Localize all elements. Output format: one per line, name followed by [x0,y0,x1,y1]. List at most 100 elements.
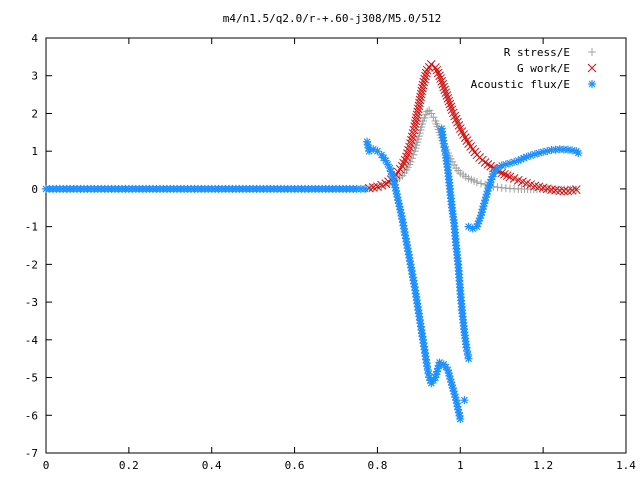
data-point [454,405,463,414]
data-point [455,411,464,420]
x-tick-label: 1 [457,459,464,472]
data-point [441,147,450,156]
data-point [451,393,460,402]
data-point [464,354,473,363]
data-point [364,144,373,153]
data-point [472,222,481,231]
data-point [432,65,442,75]
data-point [369,145,378,154]
data-point [433,68,443,78]
x-tick-label: 1.2 [533,459,553,472]
x-tick-label: 1.4 [616,459,636,472]
y-tick-label: -1 [25,221,38,234]
data-point [502,171,512,180]
data-point [431,63,440,72]
data-point [423,362,432,371]
data-point [480,158,490,167]
data-point [468,224,477,233]
data-point [473,219,482,228]
data-point [452,396,461,405]
data-point [477,211,485,220]
data-point [408,129,418,138]
data-point [522,152,531,161]
data-point [396,205,405,214]
data-point [373,183,382,192]
chart-title: m4/n1.5/q2.0/r-+.60-j308/M5.0/512 [223,12,442,25]
data-point [423,107,432,116]
legend-marker [588,80,596,88]
data-point [445,372,454,381]
data-point [392,186,401,195]
data-point [447,378,456,387]
data-point [381,156,390,165]
legend-marker-glyph [588,80,596,88]
legend-marker [587,63,597,73]
data-point [485,181,494,190]
y-tick-label: -2 [25,258,38,271]
data-point [481,193,490,202]
data-point [394,199,403,208]
x-tick-label: 0.4 [202,459,222,472]
data-point [517,155,526,164]
data-point [373,147,382,156]
data-point [427,109,436,118]
data-point [454,408,463,417]
data-point [453,117,462,127]
data-point [396,208,405,217]
data-point [437,77,446,86]
data-point [418,83,427,93]
data-point [429,113,438,122]
data-point [555,186,565,196]
data-point [510,157,519,166]
data-point [514,156,523,165]
data-point [464,222,473,231]
data-point [403,149,412,158]
data-point [390,180,399,189]
data-point [559,186,569,196]
chart-marks [42,60,583,424]
legend-label: R stress/E [504,46,570,59]
y-tick-label: -6 [25,409,38,422]
data-point [487,175,496,184]
data-point [559,145,568,154]
data-point [397,211,406,220]
data-point [390,177,398,186]
data-point [423,366,432,374]
data-point [448,384,457,393]
data-point [406,157,415,166]
data-point [395,202,404,211]
data-point [497,161,506,170]
data-point [407,154,416,163]
data-point [568,146,577,155]
data-point [555,145,564,154]
data-point [433,364,442,373]
data-point [438,79,448,89]
data-point [431,373,440,382]
data-point [481,196,490,205]
data-point [483,160,493,169]
plot-frame [45,37,627,454]
data-point [439,139,448,148]
data-point [526,151,535,160]
y-tick-label: 2 [31,107,38,120]
data-point [388,174,397,183]
data-point [530,150,539,159]
data-point [460,396,469,405]
data-point [454,121,464,130]
data-point [424,369,433,378]
data-point [480,199,489,208]
data-point [418,80,428,90]
data-point [479,202,488,211]
data-point [535,149,543,158]
y-tick-label: 0 [31,183,38,196]
data-point [356,184,365,193]
data-point [448,381,456,390]
data-point [444,96,454,106]
data-point [472,178,481,187]
data-point [420,74,430,84]
data-point [435,358,444,367]
data-point [551,145,560,154]
data-point [446,375,455,384]
data-point [386,167,395,176]
data-point [402,152,411,162]
